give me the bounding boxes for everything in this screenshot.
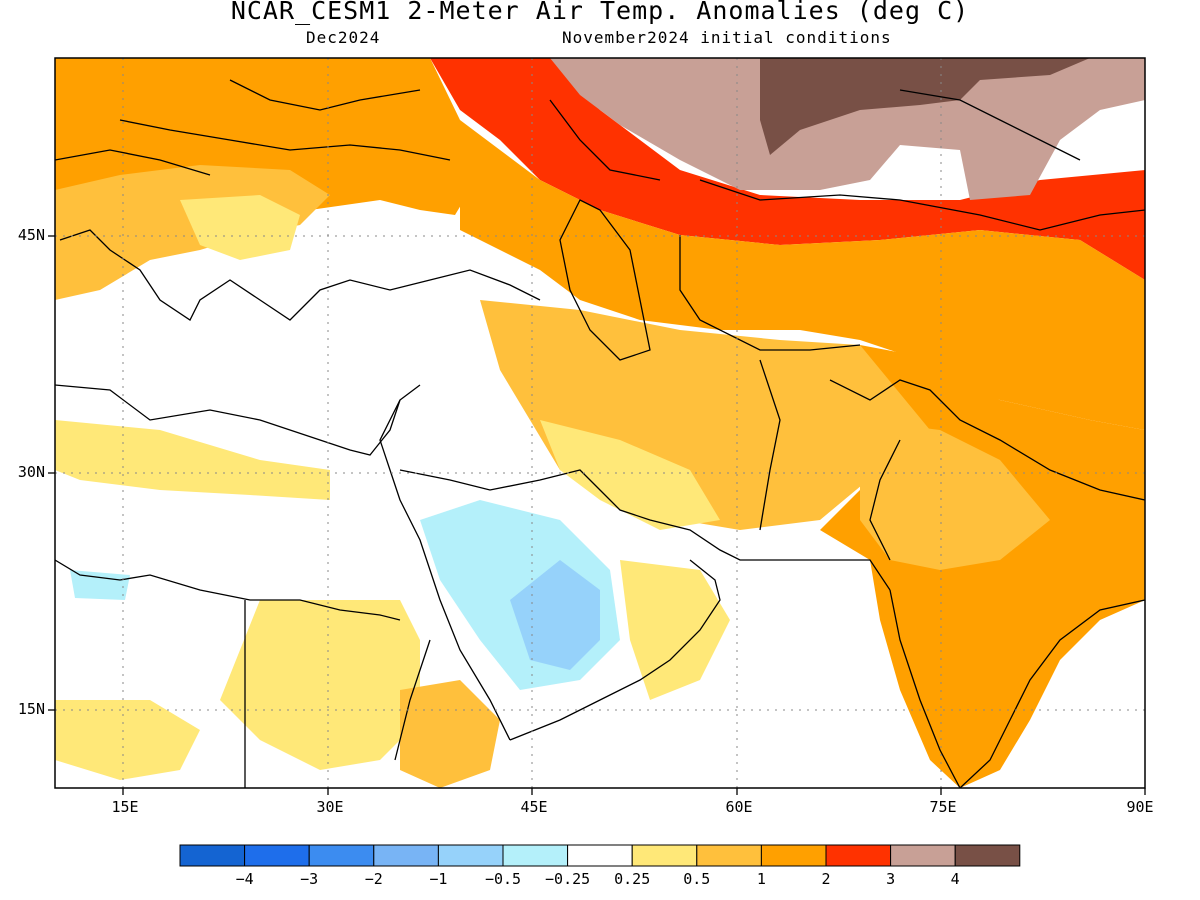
colorbar-swatch: [244, 844, 310, 867]
region-oman-warm: [620, 560, 730, 700]
colorbar-swatch: [631, 844, 698, 867]
lon-tick-90e: 90E: [1126, 798, 1154, 816]
colorbar-swatch: [825, 844, 892, 867]
lon-tick-30e: 30E: [316, 798, 344, 816]
colorbar-label: 3: [886, 870, 896, 888]
colorbar-swatch: [308, 844, 375, 867]
axis-ticks: [48, 235, 1146, 795]
map-frame: [54, 57, 1146, 789]
colorbar: [179, 844, 1021, 867]
region-persian-gulf-slight: [540, 420, 720, 530]
region-central-asia-warm: [460, 120, 1145, 430]
colorbar-label: −0.5: [484, 870, 522, 888]
colorbar-label: 4: [950, 870, 960, 888]
region-india-light-warm: [860, 420, 1050, 570]
lat-tick-45n: 45N: [17, 226, 45, 244]
colorbar-swatch: [502, 844, 569, 867]
lon-tick-60e: 60E: [725, 798, 753, 816]
region-balkans-slight-warm: [180, 195, 300, 260]
region-africa-cool-spot: [70, 570, 130, 600]
gridlines: [55, 58, 1145, 788]
colorbar-label: 0.5: [683, 870, 711, 888]
region-west-africa-slight: [55, 700, 200, 780]
colorbar-swatch: [760, 844, 827, 867]
colorbar-swatch: [954, 844, 1021, 867]
colorbar-swatch: [437, 844, 504, 867]
colorbar-swatch: [890, 844, 956, 867]
coastlines: [55, 79, 1145, 788]
colorbar-label: −2: [364, 870, 383, 888]
region-ethiopia-warm: [400, 680, 500, 788]
colorbar-swatch: [567, 844, 633, 867]
lon-tick-75e: 75E: [929, 798, 957, 816]
colorbar-label: 1: [756, 870, 766, 888]
region-siberia-warm: [550, 58, 1145, 200]
map-title: NCAR_CESM1 2-Meter Air Temp. Anomalies (…: [230, 0, 970, 25]
region-siberia-extreme: [760, 58, 1090, 155]
colorbar-label: −3: [300, 870, 319, 888]
lon-tick-45e: 45E: [520, 798, 548, 816]
colorbar-label: 0.25: [614, 870, 651, 888]
region-sudan-warm: [220, 600, 420, 770]
colorbar-swatch: [373, 844, 439, 867]
colorbar-label: −0.25: [545, 870, 591, 888]
colorbar-swatch: [179, 844, 246, 867]
colorbar-swatch: [696, 844, 762, 867]
colorbar-label: 2: [821, 870, 831, 888]
valid-month-label: Dec2024: [306, 28, 381, 47]
region-sahara-slight: [55, 420, 330, 500]
lon-tick-15e: 15E: [111, 798, 139, 816]
lat-tick-15n: 15N: [17, 700, 45, 718]
colorbar-label: −1: [429, 870, 448, 888]
lat-tick-30n: 30N: [17, 463, 45, 481]
region-russia-warm-strong: [430, 58, 1145, 280]
initial-conditions-label: November2024 initial conditions: [562, 28, 892, 47]
colorbar-label: −4: [235, 870, 254, 888]
